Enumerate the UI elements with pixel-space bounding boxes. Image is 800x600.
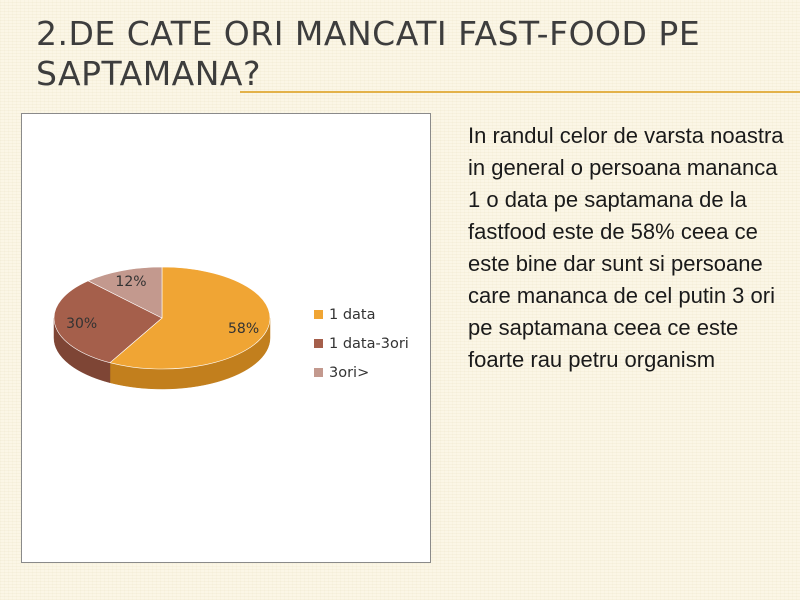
- slide-title: 2.DE CATE ORI MANCATI FAST-FOOD PE SAPTA…: [36, 14, 701, 93]
- legend-swatch-icon: [314, 339, 323, 348]
- slide-body-text: In randul celor de varsta noastra in gen…: [468, 123, 784, 372]
- pie-chart: 58% 30% 12%: [53, 266, 271, 390]
- slice-1-data: [109, 266, 271, 370]
- legend-swatch-icon: [314, 368, 323, 377]
- legend-item-1-data-3ori: 1 data-3ori: [314, 329, 409, 358]
- chart-area: 58% 30% 12% 1 data 1 data-3ori 3ori>: [21, 113, 431, 563]
- legend-label: 1 data: [329, 306, 376, 323]
- legend-label: 3ori>: [329, 364, 370, 381]
- slice-3ori: [87, 266, 163, 319]
- slice-1-data-3ori: [53, 280, 163, 364]
- data-label-slice-1-data: 58%: [228, 321, 259, 337]
- title-underline: [240, 91, 800, 93]
- legend-item-1-data: 1 data: [314, 300, 409, 329]
- chart-legend: 1 data 1 data-3ori 3ori>: [314, 300, 409, 387]
- legend-swatch-icon: [314, 310, 323, 319]
- data-label-slice-3ori: 12%: [115, 274, 146, 290]
- legend-item-3ori: 3ori>: [314, 358, 409, 387]
- legend-label: 1 data-3ori: [329, 335, 409, 352]
- data-label-slice-1-data-3ori: 30%: [66, 316, 97, 332]
